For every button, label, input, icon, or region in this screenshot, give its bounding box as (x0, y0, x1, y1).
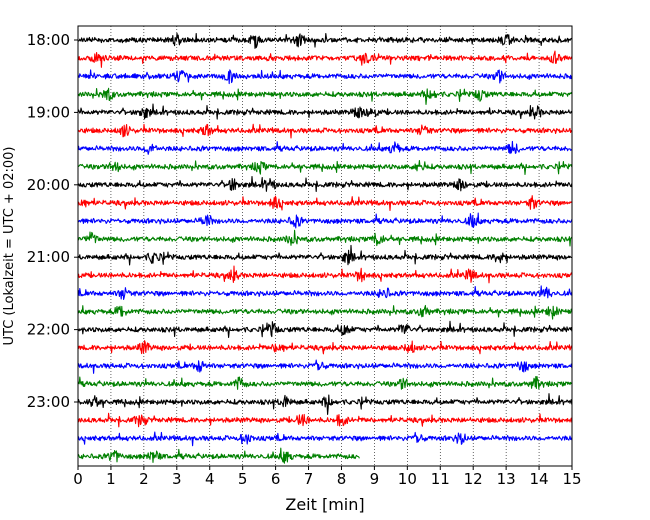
plot-frame (77, 25, 573, 467)
trace-line (77, 359, 573, 374)
x-tick-label: 13 (497, 470, 516, 488)
x-tick-label: 15 (562, 470, 581, 488)
y-tick-label: 21:00 (27, 248, 70, 266)
trace-line (77, 87, 573, 105)
trace-line (77, 393, 573, 415)
trace-line (77, 244, 573, 266)
trace-line (77, 140, 573, 155)
x-tick-label: 0 (73, 470, 83, 488)
x-tick-label: 8 (337, 470, 347, 488)
y-tick-label: 18:00 (27, 31, 70, 49)
trace-line (77, 69, 573, 85)
x-tick-label: 9 (370, 470, 380, 488)
trace-line (77, 195, 573, 211)
trace-line (77, 175, 573, 193)
x-tick-label: 12 (464, 470, 483, 488)
trace-line (77, 32, 573, 49)
x-axis: 0 1 2 3 4 5 6 7 8 9 10 11 12 13 14 15 (73, 466, 582, 488)
trace-line (77, 50, 573, 68)
trace-line (77, 212, 573, 229)
x-axis-title: Zeit [min] (285, 495, 364, 514)
y-tick-label: 23:00 (27, 393, 70, 411)
trace-line (77, 285, 573, 301)
trace-line (77, 376, 573, 390)
x-tick-label: 1 (106, 470, 116, 488)
x-tick-label: 7 (304, 470, 314, 488)
trace-line (77, 123, 573, 139)
y-axis-title: UTC (Lokalzeit = UTC + 02:00) (2, 147, 17, 346)
x-tick-label: 4 (205, 470, 215, 488)
x-tick-label: 5 (238, 470, 248, 488)
x-tick-label: 10 (398, 470, 417, 488)
x-tick-label: 11 (431, 470, 450, 488)
trace-line (78, 159, 573, 176)
y-tick-label: 19:00 (27, 103, 70, 121)
x-tick-label: 6 (271, 470, 281, 488)
trace-line (78, 412, 573, 428)
vertical-grid (110, 26, 540, 466)
trace-line (77, 431, 573, 447)
y-tick-label: 20:00 (27, 176, 70, 194)
x-tick-label: 2 (139, 470, 149, 488)
y-axis: 18:00 19:00 20:00 21:00 22:00 23:00 (27, 31, 78, 411)
trace-line (77, 340, 573, 355)
trace-line (77, 304, 573, 320)
seismogram-traces (77, 32, 573, 464)
trace-line (77, 320, 573, 338)
trace-line (77, 447, 360, 464)
trace-line (77, 229, 573, 247)
x-tick-label: 14 (530, 470, 549, 488)
trace-line (77, 265, 573, 284)
trace-line (77, 103, 573, 120)
x-tick-label: 3 (172, 470, 182, 488)
y-tick-label: 22:00 (27, 321, 70, 339)
